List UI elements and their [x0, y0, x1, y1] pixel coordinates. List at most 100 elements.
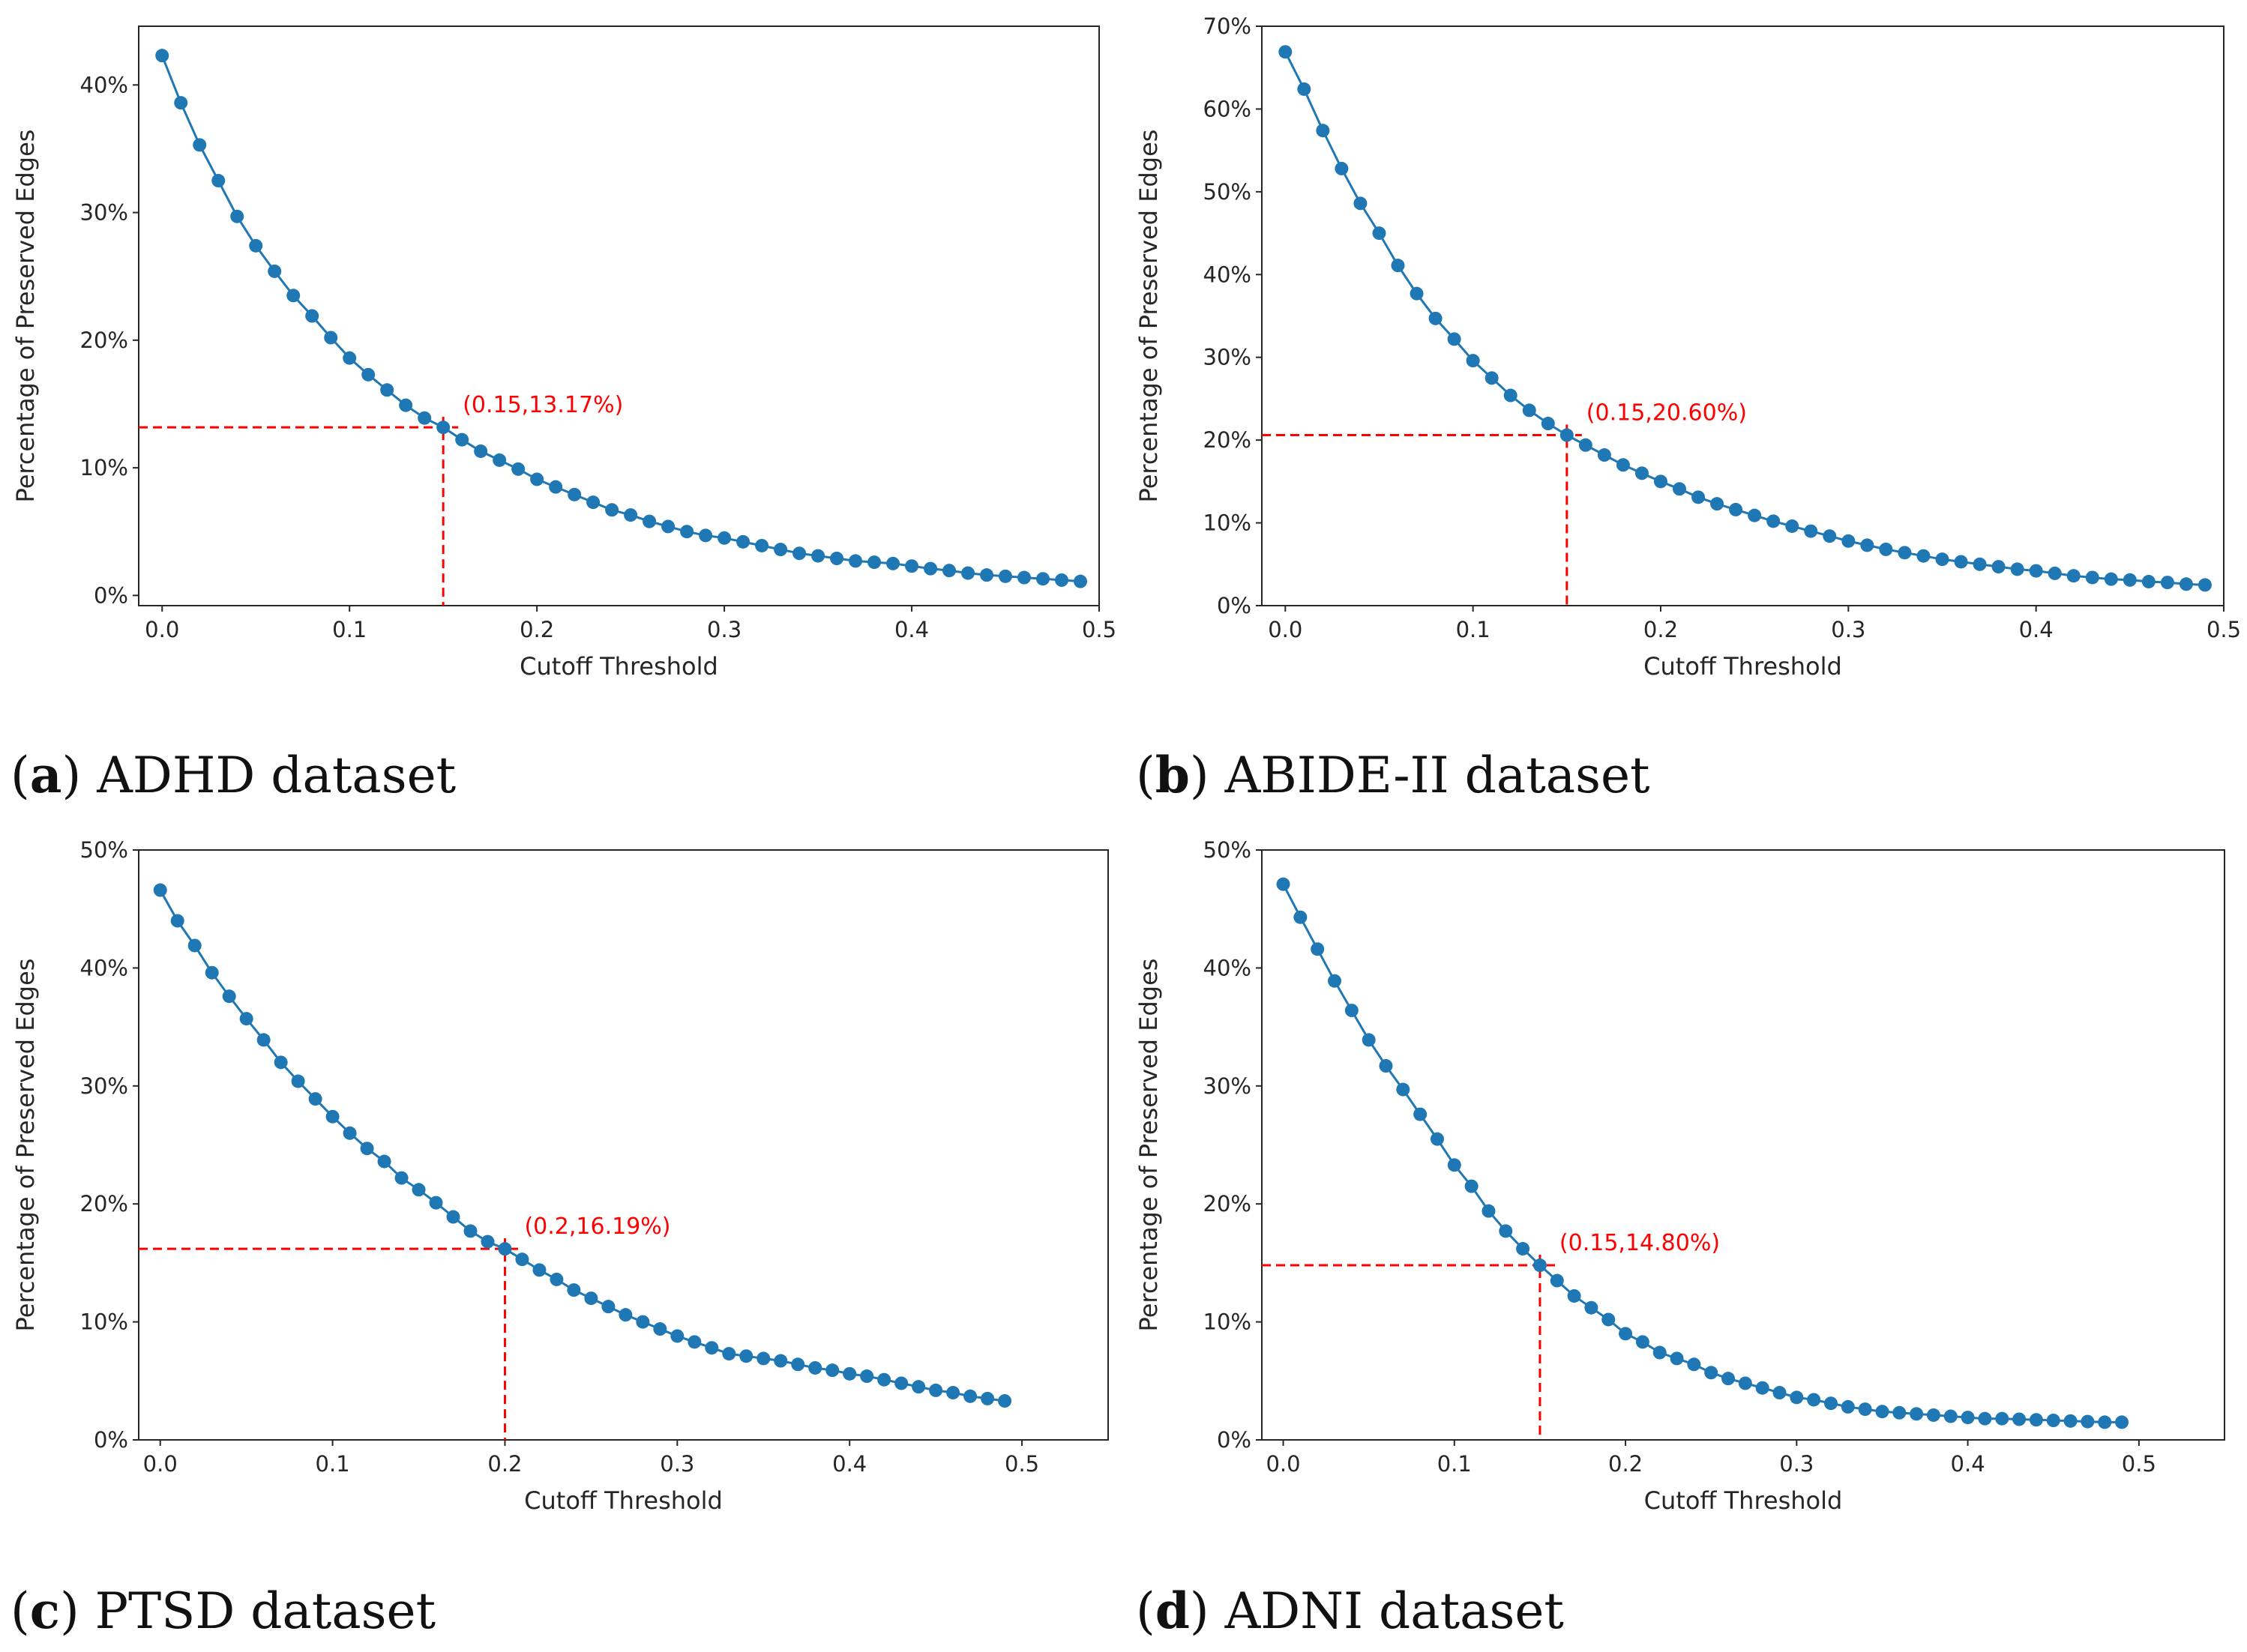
data-point — [399, 398, 413, 412]
y-tick-label: 50% — [80, 837, 128, 863]
data-point — [1055, 573, 1069, 587]
data-point — [624, 508, 638, 522]
data-point — [1755, 1381, 1769, 1395]
data-point — [1516, 1242, 1530, 1256]
data-point — [211, 174, 226, 188]
y-tick-label: 20% — [1203, 427, 1251, 453]
data-point — [1670, 1351, 1684, 1366]
data-point — [1738, 1376, 1752, 1390]
data-point — [1841, 1399, 1855, 1414]
data-point — [605, 503, 619, 517]
data-point — [530, 472, 544, 486]
y-tick-label: 40% — [80, 955, 128, 980]
data-point — [774, 543, 788, 557]
x-tick-label: 0.3 — [660, 1451, 694, 1477]
data-point — [1691, 490, 1706, 504]
data-point — [1954, 555, 1968, 569]
data-point — [1428, 311, 1443, 325]
data-point — [1995, 1411, 2009, 1426]
plot-frame — [138, 25, 1100, 606]
data-point — [981, 1391, 995, 1405]
y-tick-label: 0% — [1217, 1427, 1251, 1453]
y-axis-title: Percentage of Preserved Edges — [11, 959, 40, 1332]
data-point — [1823, 529, 1837, 543]
y-tick-label: 50% — [1203, 179, 1251, 205]
data-point — [1532, 1258, 1547, 1273]
data-point — [511, 462, 526, 476]
data-point — [343, 351, 357, 365]
data-point — [274, 1055, 288, 1070]
data-point — [1858, 1402, 1872, 1417]
data-point — [1635, 1335, 1649, 1349]
data-point — [867, 555, 882, 570]
data-point — [2010, 562, 2024, 576]
data-point — [1276, 877, 1290, 891]
data-point — [680, 525, 694, 539]
data-point — [412, 1183, 426, 1197]
data-point — [1652, 1345, 1667, 1360]
data-point — [1748, 508, 1762, 522]
data-point — [256, 1033, 271, 1047]
x-tick-label: 0.0 — [145, 617, 179, 642]
annotation-label: (0.2,16.19%) — [524, 1214, 670, 1240]
x-tick-label: 0.1 — [1456, 617, 1491, 642]
data-point — [1687, 1357, 1701, 1372]
data-point — [699, 528, 713, 543]
data-point — [515, 1252, 529, 1267]
y-tick-label: 50% — [1203, 837, 1251, 863]
data-point — [1766, 514, 1781, 528]
x-tick-label: 0.4 — [1951, 1451, 1985, 1477]
data-point — [1616, 458, 1630, 472]
data-point — [361, 367, 376, 382]
x-axis-title: Cutoff Threshold — [1644, 1486, 1843, 1515]
data-point — [193, 138, 207, 152]
data-point — [718, 531, 732, 545]
data-point — [268, 264, 282, 278]
y-axis-title: Percentage of Preserved Edges — [1134, 959, 1163, 1332]
data-point — [1379, 1059, 1393, 1073]
data-point — [2066, 569, 2081, 583]
annotation-label: (0.15,14.80%) — [1559, 1230, 1720, 1256]
data-point — [1316, 124, 1330, 138]
x-tick-label: 0.2 — [487, 1451, 522, 1477]
y-tick-label: 30% — [1203, 1073, 1251, 1099]
data-point — [174, 96, 188, 110]
data-point — [2063, 1414, 2078, 1428]
data-point — [1311, 942, 1325, 956]
data-point — [222, 989, 236, 1004]
y-tick-label: 20% — [80, 1191, 128, 1217]
data-point — [705, 1341, 719, 1355]
data-point — [739, 1349, 753, 1363]
y-tick-label: 70% — [1203, 13, 1251, 39]
data-point — [291, 1074, 305, 1088]
data-point — [429, 1196, 443, 1210]
y-tick-label: 40% — [80, 72, 128, 97]
data-point — [153, 883, 167, 897]
data-point — [1926, 1408, 1940, 1422]
data-point — [843, 1366, 857, 1381]
x-tick-label: 0.4 — [2019, 617, 2054, 642]
y-tick-label: 60% — [1203, 96, 1251, 121]
data-point — [2081, 1414, 2095, 1429]
x-tick-label: 0.1 — [332, 617, 367, 642]
y-tick-label: 40% — [1203, 262, 1251, 287]
x-axis-title: Cutoff Threshold — [520, 652, 718, 681]
data-point — [2179, 577, 2193, 591]
data-point — [2085, 570, 2099, 585]
y-tick-label: 30% — [80, 1073, 128, 1099]
chart-panel-d: 0.0 0.1 0.2 0.3 0.4 0.5 0% 10% 20% 30% 40% 50% Cutof… — [1134, 837, 2225, 1515]
data-point — [1396, 1082, 1410, 1097]
data-point — [1410, 286, 1424, 301]
x-tick-label: 0.5 — [2122, 1451, 2156, 1477]
data-point — [481, 1235, 495, 1249]
data-point — [661, 519, 676, 534]
plot-frame — [1261, 25, 2225, 606]
data-point — [1541, 417, 1555, 431]
data-point — [999, 569, 1013, 583]
data-point — [567, 1283, 581, 1297]
data-point — [808, 1360, 822, 1375]
data-point — [736, 534, 750, 549]
data-point — [849, 554, 863, 568]
data-point — [1804, 524, 1818, 538]
